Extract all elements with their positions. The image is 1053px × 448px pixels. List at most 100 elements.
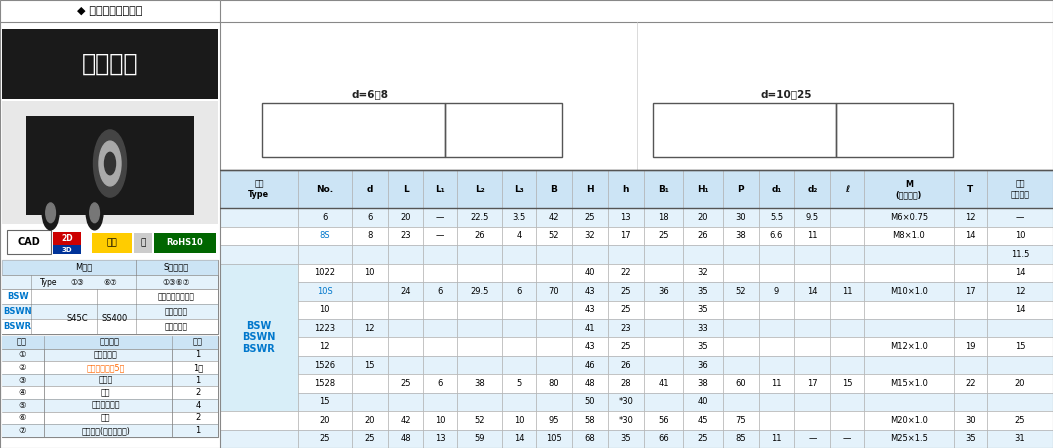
Text: M25×1.5: M25×1.5 xyxy=(890,434,928,443)
Bar xyxy=(298,393,352,411)
Text: 24: 24 xyxy=(400,287,411,296)
Bar xyxy=(220,22,1053,170)
Bar xyxy=(220,411,298,430)
Bar xyxy=(352,393,388,411)
Circle shape xyxy=(45,203,56,223)
Text: 6.6: 6.6 xyxy=(770,232,783,241)
Bar xyxy=(388,319,423,337)
Bar xyxy=(954,245,987,263)
Text: 11: 11 xyxy=(808,232,818,241)
Bar xyxy=(954,208,987,227)
Bar xyxy=(298,319,352,337)
Bar xyxy=(220,170,298,208)
Text: 1223: 1223 xyxy=(314,323,335,333)
Text: 48: 48 xyxy=(584,379,595,388)
Bar xyxy=(457,208,502,227)
Bar xyxy=(758,208,794,227)
Bar xyxy=(388,411,423,430)
Bar xyxy=(2,424,218,437)
Bar xyxy=(298,430,352,448)
Text: 11.5: 11.5 xyxy=(1011,250,1029,259)
Bar xyxy=(987,170,1053,208)
Text: 28: 28 xyxy=(620,379,631,388)
Bar xyxy=(536,208,572,227)
Text: 29.5: 29.5 xyxy=(471,287,489,296)
Text: 26: 26 xyxy=(475,232,485,241)
Text: d₂: d₂ xyxy=(808,185,817,194)
Bar xyxy=(831,319,863,337)
Bar xyxy=(423,356,457,374)
Text: 56: 56 xyxy=(658,416,669,425)
Text: M15×1.0: M15×1.0 xyxy=(890,379,928,388)
Text: 10: 10 xyxy=(514,416,524,425)
Text: S表面処理: S表面処理 xyxy=(163,263,188,272)
Bar xyxy=(2,260,218,334)
Bar xyxy=(722,263,758,282)
Bar xyxy=(758,170,794,208)
Text: 58: 58 xyxy=(584,416,595,425)
Bar xyxy=(2,336,218,349)
Text: 42: 42 xyxy=(549,213,559,222)
Bar xyxy=(53,245,81,254)
Text: ℓ: ℓ xyxy=(845,185,850,194)
Text: 18: 18 xyxy=(658,213,669,222)
Bar xyxy=(683,430,722,448)
Text: 38: 38 xyxy=(474,379,485,388)
Text: 22: 22 xyxy=(966,379,976,388)
Bar xyxy=(643,430,683,448)
Bar xyxy=(572,245,608,263)
Bar xyxy=(572,208,608,227)
Bar xyxy=(683,245,722,263)
Bar xyxy=(502,208,536,227)
Text: 80: 80 xyxy=(549,379,559,388)
Text: M12×1.0: M12×1.0 xyxy=(890,342,928,351)
Bar xyxy=(608,282,643,301)
Bar xyxy=(608,227,643,245)
Text: 35: 35 xyxy=(966,434,976,443)
Text: 低温镀黑铬: 低温镀黑铬 xyxy=(164,322,187,331)
Bar xyxy=(502,227,536,245)
Bar xyxy=(2,361,218,374)
Bar xyxy=(536,356,572,374)
Text: 11: 11 xyxy=(842,287,852,296)
Bar xyxy=(987,227,1053,245)
Text: 4: 4 xyxy=(517,232,522,241)
Bar xyxy=(954,337,987,356)
Bar xyxy=(954,319,987,337)
Text: 角接触球轴承5级: 角接触球轴承5级 xyxy=(86,363,125,372)
Bar xyxy=(863,208,954,227)
Text: 25: 25 xyxy=(364,434,375,443)
Text: 无电解镀镍: 无电解镀镍 xyxy=(164,307,187,316)
Bar xyxy=(831,227,863,245)
Bar xyxy=(502,245,536,263)
Bar xyxy=(536,245,572,263)
Text: 25: 25 xyxy=(658,232,669,241)
Bar xyxy=(388,208,423,227)
Text: 30: 30 xyxy=(966,416,976,425)
Bar xyxy=(831,170,863,208)
Bar xyxy=(457,301,502,319)
Bar xyxy=(683,282,722,301)
Text: 14: 14 xyxy=(808,287,818,296)
Text: 2D: 2D xyxy=(61,234,73,243)
Text: 17: 17 xyxy=(807,379,818,388)
Bar xyxy=(93,233,132,253)
Text: 38: 38 xyxy=(735,232,746,241)
Bar xyxy=(954,430,987,448)
Bar xyxy=(423,170,457,208)
Text: 13: 13 xyxy=(435,434,445,443)
Text: 25: 25 xyxy=(400,379,411,388)
Bar xyxy=(572,227,608,245)
Bar xyxy=(6,230,51,254)
Bar xyxy=(2,336,218,437)
Text: 26: 26 xyxy=(697,232,709,241)
Text: M6×0.75: M6×0.75 xyxy=(890,213,928,222)
Text: H₁: H₁ xyxy=(697,185,709,194)
Text: 1: 1 xyxy=(196,426,201,435)
Bar xyxy=(572,393,608,411)
Bar xyxy=(2,374,218,386)
Text: 32: 32 xyxy=(697,268,709,277)
Text: 6: 6 xyxy=(322,213,327,222)
Text: 25: 25 xyxy=(698,434,709,443)
Text: 11: 11 xyxy=(771,379,781,388)
